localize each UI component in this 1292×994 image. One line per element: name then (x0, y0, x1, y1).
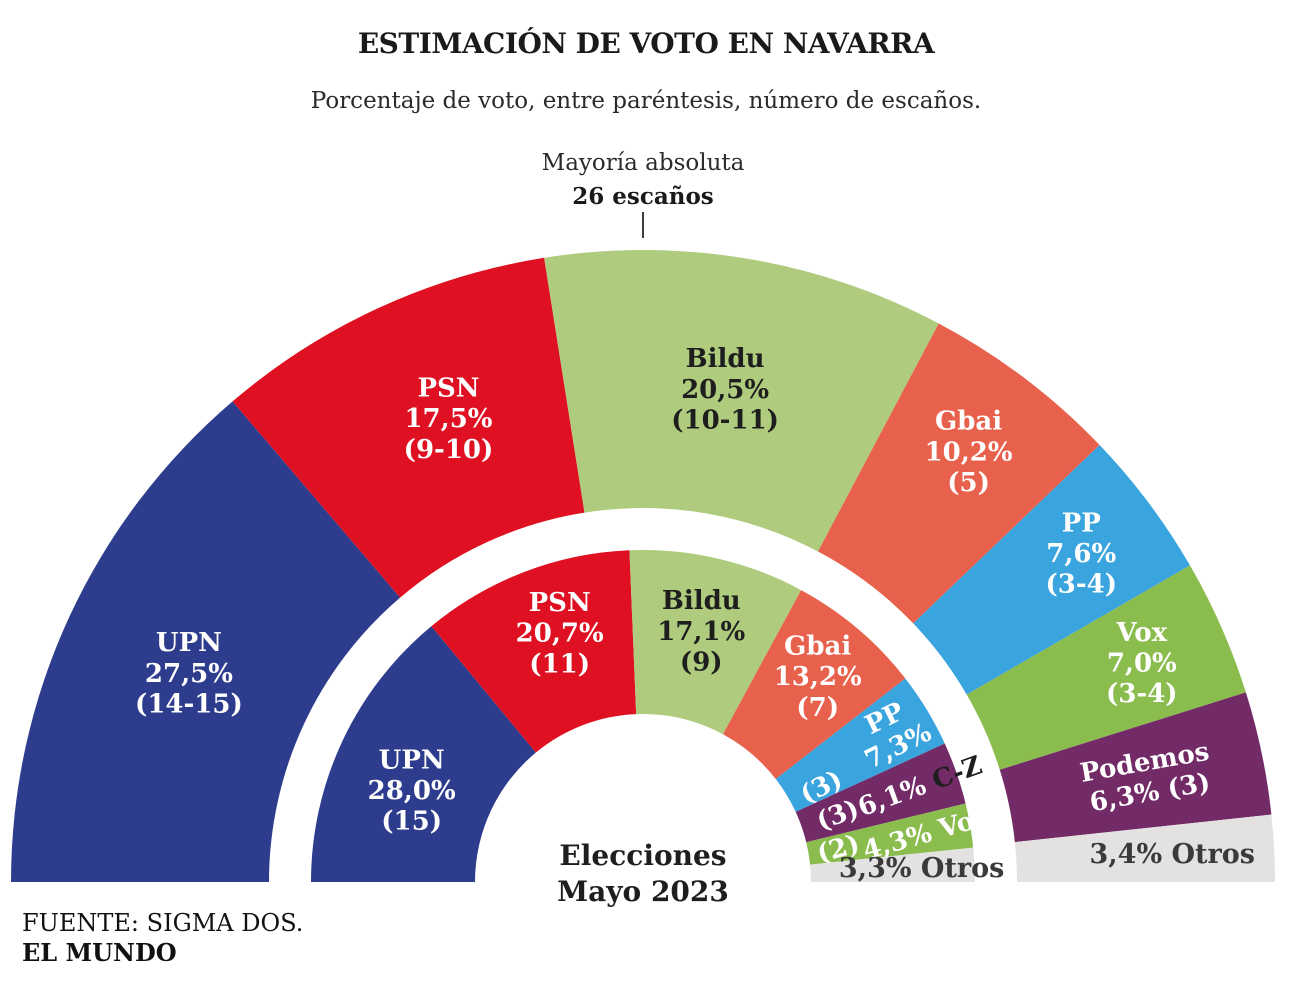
label-estimacion-bildu: Bildu 20,5% (10-11) (671, 344, 779, 435)
chart-subtitle: Porcentaje de voto, entre paréntesis, nú… (310, 88, 982, 114)
segment-elecciones-mayo-2023-gbai (723, 590, 906, 780)
label-elecciones-mayo-2023-otros: 3,3% Otros (839, 853, 1004, 884)
inner-ring-caption: Elecciones Mayo 2023 (443, 838, 843, 910)
inner-ring-caption-line1: Elecciones (559, 839, 727, 872)
label-estimacion-pp: PP 7,6% (3-4) (1045, 508, 1117, 599)
inner-ring-caption-line2: Mayo 2023 (557, 875, 729, 908)
majority-annotation-line2: 26 escaños (572, 183, 714, 210)
segment-elecciones-mayo-2023-vox (806, 803, 974, 865)
label-estimacion-vox: Vox 7,0% (3-4) (1106, 618, 1178, 709)
label-elecciones-mayo-2023-bildu: Bildu 17,1% (9) (657, 586, 745, 677)
label-elecciones-mayo-2023-psn: PSN 20,7% (11) (516, 588, 604, 679)
source-credit: FUENTE: SIGMA DOS. (22, 909, 304, 937)
label-estimacion-gbai: Gbai 10,2% (5) (925, 407, 1013, 498)
segment-elecciones-mayo-2023-c-z (795, 743, 966, 843)
segment-elecciones-mayo-2023-upn (311, 626, 536, 882)
segment-elecciones-mayo-2023-pp (775, 678, 945, 812)
label-estimacion-otros: 3,4% Otros (1090, 839, 1255, 870)
segment-elecciones-mayo-2023-psn (431, 550, 637, 753)
segment-estimacion-otros (1014, 814, 1275, 882)
label-elecciones-mayo-2023-upn: UPN 28,0% (15) (368, 745, 456, 836)
segment-estimacion-podemos (999, 692, 1272, 843)
majority-annotation: Mayoría absoluta 26 escaños (0, 146, 1286, 214)
majority-annotation-line1: Mayoría absoluta (541, 150, 745, 176)
majority-tick-line (642, 212, 644, 238)
segment-estimacion-vox (966, 565, 1246, 770)
segment-elecciones-mayo-2023-otros (810, 847, 975, 882)
label-estimacion-psn: PSN 17,5% (9-10) (404, 374, 494, 465)
label-elecciones-mayo-2023-c-z: 6,1% C-Z (854, 751, 986, 823)
chart-title: ESTIMACIÓN DE VOTO EN NAVARRA (357, 27, 935, 60)
segment-estimacion-pp (913, 445, 1190, 695)
segment-estimacion-gbai (818, 323, 1100, 624)
segment-elecciones-mayo-2023-bildu (629, 550, 802, 735)
segment-estimacion-psn (232, 257, 585, 598)
brand-logo-text: EL MUNDO (22, 938, 177, 967)
label-elecciones-mayo-2023-gbai: Gbai 13,2% (7) (774, 632, 862, 723)
footer: FUENTE: SIGMA DOS. EL MUNDO (22, 908, 303, 968)
segment-estimacion-bildu (544, 249, 939, 552)
label-estimacion-upn: UPN 27,5% (14-15) (135, 628, 243, 719)
segment-estimacion-upn (11, 401, 401, 882)
